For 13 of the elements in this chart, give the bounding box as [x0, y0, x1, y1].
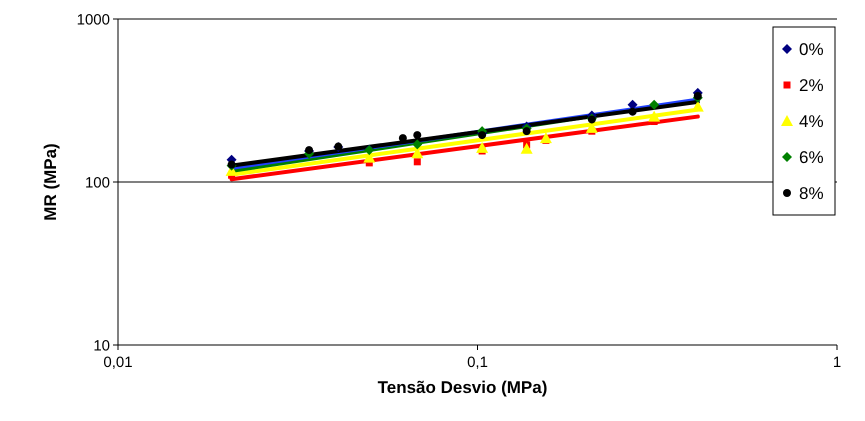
- y-tick-label: 10: [93, 337, 110, 354]
- legend-label: 4%: [799, 112, 824, 131]
- y-tick-label: 1000: [76, 11, 110, 28]
- y-axis-title: MR (MPa): [41, 143, 60, 221]
- y-tick-label: 100: [84, 174, 110, 192]
- x-axis-title: Tensão Desvio (MPa): [378, 378, 548, 397]
- legend-label: 0%: [799, 40, 824, 59]
- x-tick-label: 0,01: [103, 354, 133, 371]
- legend-label: 6%: [799, 148, 824, 167]
- x-tick-label: 0,1: [467, 354, 488, 371]
- legend-label: 8%: [799, 184, 824, 203]
- x-tick-label: 1: [832, 354, 842, 371]
- legend-label: 2%: [799, 76, 824, 95]
